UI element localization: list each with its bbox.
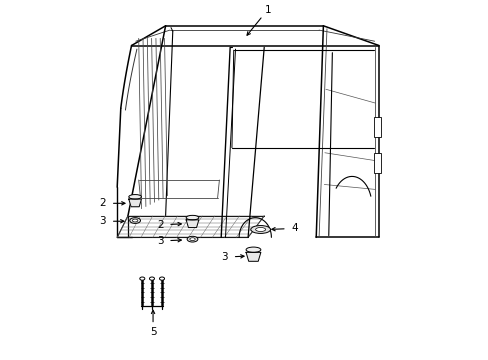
Polygon shape (186, 220, 199, 228)
Ellipse shape (186, 215, 199, 220)
Ellipse shape (129, 218, 140, 224)
Ellipse shape (245, 247, 260, 252)
Text: 3: 3 (157, 236, 163, 246)
Text: 1: 1 (264, 5, 270, 15)
Text: 3: 3 (221, 252, 227, 262)
Polygon shape (245, 252, 260, 261)
Ellipse shape (132, 219, 138, 222)
Text: 2: 2 (100, 198, 106, 208)
Bar (373, 153, 380, 173)
Ellipse shape (159, 277, 164, 280)
Ellipse shape (149, 277, 154, 280)
Ellipse shape (128, 194, 141, 199)
Ellipse shape (189, 238, 195, 240)
Ellipse shape (140, 277, 144, 280)
Ellipse shape (250, 226, 270, 233)
Text: 2: 2 (157, 220, 163, 230)
Ellipse shape (187, 236, 198, 242)
Text: 5: 5 (149, 327, 156, 337)
Text: 4: 4 (291, 224, 297, 233)
Ellipse shape (255, 228, 265, 231)
Text: 3: 3 (100, 216, 106, 226)
Bar (373, 117, 380, 137)
Polygon shape (128, 199, 141, 207)
